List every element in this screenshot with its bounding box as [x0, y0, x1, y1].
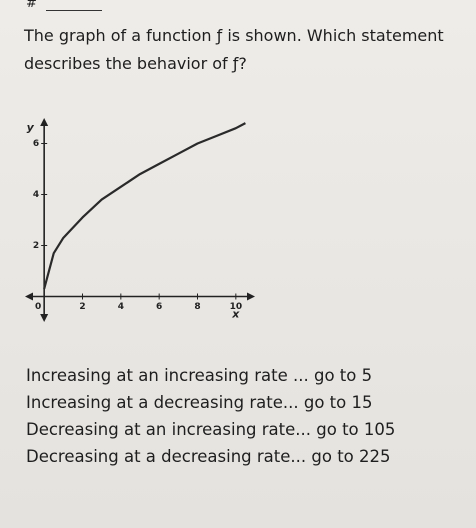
x-tick-label: 10 — [230, 302, 243, 312]
choice[interactable]: Increasing at an increasing rate ... go … — [26, 366, 373, 385]
x-tick-label: 4 — [118, 302, 124, 312]
choice[interactable]: Decreasing at a decreasing rate... go to… — [26, 447, 391, 466]
answer-blank — [46, 10, 102, 11]
choice[interactable]: Decreasing at an increasing rate... go t… — [26, 420, 396, 439]
y-axis-label: y — [27, 121, 35, 134]
y-tick-label: 6 — [33, 139, 39, 149]
arrow — [40, 314, 49, 322]
choice[interactable]: Increasing at a decreasing rate... go to… — [26, 393, 373, 412]
arrow — [247, 292, 255, 301]
arrow — [25, 292, 33, 301]
question-line: describes the behavior of ƒ? — [24, 54, 247, 73]
curve — [43, 122, 246, 290]
x-tick-label: 6 — [156, 302, 162, 312]
y-tick-label: 2 — [33, 241, 39, 251]
y-tick-label: 4 — [33, 190, 39, 200]
question-number: # — [26, 0, 37, 11]
question-line: The graph of a function ƒ is shown. Whic… — [24, 26, 444, 45]
arrow — [40, 118, 49, 126]
x-tick-label: 2 — [79, 302, 85, 312]
x-tick-label: 8 — [194, 302, 200, 312]
x-axis-label: x — [231, 308, 240, 321]
x-tick-label: 0 — [35, 302, 41, 312]
